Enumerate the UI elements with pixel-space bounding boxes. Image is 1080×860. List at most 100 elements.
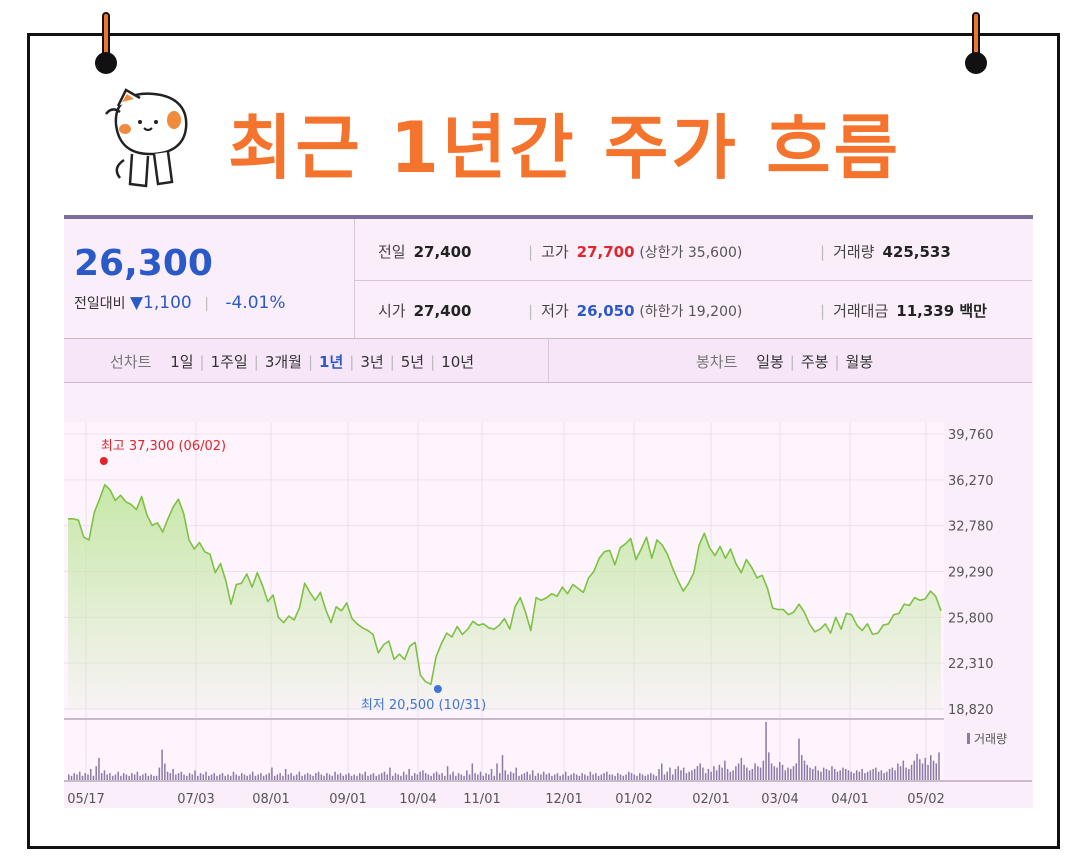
volume-bar — [328, 774, 331, 780]
tab-candle-2[interactable]: 월봉 — [845, 353, 874, 371]
volume-bar — [696, 766, 699, 780]
volume-bar — [833, 768, 836, 780]
volume-bar — [413, 773, 416, 780]
volume-bar — [545, 774, 548, 780]
volume-bar — [386, 774, 388, 780]
volume-bar — [512, 773, 515, 780]
volume-bar — [68, 774, 70, 780]
tab-line-1[interactable]: 1주일 — [210, 353, 248, 371]
volume-bar — [800, 755, 803, 780]
volume-bar — [886, 771, 888, 780]
volume-bar — [820, 771, 822, 780]
divider — [354, 219, 355, 338]
tab-line-2[interactable]: 3개월 — [264, 353, 302, 371]
high-annotation: 최고 37,300 (06/02) — [101, 439, 226, 454]
volume-bar — [578, 775, 581, 780]
volume-bar — [468, 774, 471, 780]
volume-bar — [625, 774, 627, 780]
pin-left-hole-icon — [95, 52, 117, 74]
volume-bar — [663, 774, 666, 780]
volume-bar — [669, 767, 671, 780]
volume-bar — [910, 764, 913, 780]
volume-bar — [400, 775, 402, 780]
volume-bar — [449, 774, 452, 780]
tab-candle-0[interactable]: 일봉 — [756, 353, 784, 371]
volume-bar — [858, 771, 861, 780]
volume-bar — [260, 773, 262, 780]
volume-bar — [581, 773, 583, 780]
volume-bar — [348, 773, 350, 780]
volume-bar — [122, 773, 125, 780]
volume-bar — [208, 775, 210, 780]
volume-bar — [378, 774, 380, 780]
volume-bar — [326, 773, 328, 780]
volume-bar — [273, 775, 276, 780]
volume-bar — [526, 771, 528, 780]
tab-line-6[interactable]: 10년 — [441, 353, 475, 371]
volume-bar — [128, 775, 130, 780]
volume-bar — [218, 774, 221, 780]
volume-bar — [383, 771, 386, 780]
volume-bar — [175, 774, 177, 780]
volume-bar — [839, 770, 841, 780]
volume-bar — [361, 774, 364, 780]
volume-bar — [89, 768, 92, 780]
volume-bar — [276, 774, 279, 780]
volume-bar — [441, 773, 443, 780]
volume-bar — [614, 775, 616, 780]
x-tick-label: 09/01 — [329, 792, 366, 807]
volume-bar — [542, 771, 545, 780]
volume-bar — [792, 766, 795, 780]
volume-bar — [359, 773, 361, 780]
x-tick-label: 01/02 — [615, 792, 652, 807]
volume-bar — [655, 775, 657, 780]
tab-candle-1[interactable]: 주봉 — [800, 353, 829, 371]
volume-bar — [100, 773, 103, 780]
y-tick-label: 39,760 — [948, 428, 994, 443]
tab-line-5[interactable]: 5년 — [400, 353, 425, 371]
volume-bar — [798, 738, 800, 780]
volume-bar — [759, 767, 762, 780]
volume-bar — [611, 774, 614, 780]
x-tick-label: 08/01 — [252, 792, 289, 807]
x-tick-label: 04/01 — [831, 792, 868, 807]
volume-bar — [186, 775, 188, 780]
volume-bar — [213, 773, 216, 780]
volume-bar — [721, 767, 723, 780]
x-tick-label: 07/03 — [177, 792, 214, 807]
volume-bar — [166, 771, 169, 780]
volume-bar — [92, 775, 95, 780]
volume-bar — [803, 760, 806, 780]
tab-line-3[interactable]: 1년 — [319, 353, 344, 371]
volume-bar — [120, 775, 122, 780]
volume-bar — [573, 773, 575, 780]
volume-bar — [372, 773, 375, 780]
tab-line-0[interactable]: 1일 — [170, 353, 194, 371]
volume-bar — [199, 773, 202, 780]
volume-bar — [916, 753, 918, 780]
volume-bar — [408, 768, 410, 780]
volume-bar — [754, 763, 756, 780]
tab-line-4[interactable]: 3년 — [360, 353, 384, 371]
volume-bar — [265, 774, 268, 780]
volume-bar — [847, 770, 850, 780]
x-tick-label: 02/01 — [692, 792, 729, 807]
volume-bar — [460, 774, 463, 780]
volume-bar — [391, 775, 394, 780]
volume-bar — [210, 774, 213, 780]
volume-bar — [485, 773, 487, 780]
volume-bar — [249, 774, 251, 780]
volume-bar — [509, 771, 512, 780]
volume-bar — [353, 774, 356, 780]
volume-bar — [202, 774, 205, 780]
volume-bar — [78, 771, 81, 780]
line-chart-tabs: 선차트 1일 | 1주일 | 3개월 | 1년 | 3년 | 5년 | 10년 — [110, 353, 475, 371]
volume-bar — [251, 771, 254, 780]
volume-bar — [836, 771, 839, 780]
volume-bar — [564, 771, 567, 780]
volume-bar — [435, 771, 438, 780]
volume-bar — [117, 771, 119, 780]
volume-bar — [822, 767, 825, 780]
volume-bar — [644, 775, 647, 780]
change-value: ▼1,100 — [129, 293, 192, 313]
